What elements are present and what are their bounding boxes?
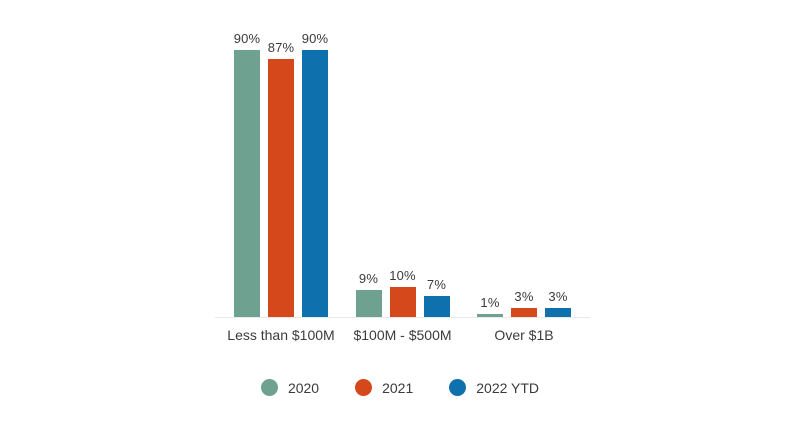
value-label: 10% — [389, 268, 416, 283]
legend-swatch-icon — [449, 379, 467, 396]
legend: 2020 2021 2022 YTD — [0, 379, 800, 396]
legend-item-2021: 2021 — [355, 379, 413, 396]
legend-label: 2021 — [382, 379, 414, 396]
value-label: 9% — [358, 271, 379, 286]
value-label: 3% — [548, 289, 568, 304]
value-label: 87% — [267, 40, 295, 55]
bar-group-$100m---$500m: 9% 10% 7% $100M - $500M — [353, 30, 451, 343]
bar-2021: 87% — [268, 40, 294, 317]
legend-item-2020: 2020 — [260, 379, 320, 396]
bar-2022-ytd: 3% — [545, 289, 571, 317]
legend-label: 2022 YTD — [476, 379, 540, 396]
legend-item-2022-ytd: 2022 YTD — [449, 379, 539, 396]
legend-swatch-icon — [355, 379, 373, 396]
bar-2021: 10% — [389, 268, 416, 317]
bar-group-less-than-$100m: 90% 87% 90% Less than $100M — [227, 30, 334, 343]
bar-group-over-$1b: 1% 3% 3% Over $1B — [477, 30, 571, 343]
value-label: 1% — [480, 295, 500, 310]
legend-label: 2020 — [287, 379, 320, 396]
value-label: 90% — [301, 31, 329, 46]
bar-2020: 1% — [477, 295, 503, 317]
category-label: $100M - $500M — [353, 327, 452, 343]
bar-groups: 90% 87% 90% Less than $100M 9% 10% 7% $100M - $… — [215, 30, 590, 343]
category-label: Over $1B — [494, 327, 554, 343]
value-label: 7% — [426, 277, 447, 292]
bar-2021: 3% — [511, 289, 537, 317]
bar-2020: 9% — [355, 271, 382, 317]
plot-area: 90% 87% 90% Less than $100M 9% 10% 7% $100M - $… — [215, 30, 590, 343]
bar-2022-ytd: 90% — [302, 31, 328, 317]
legend-swatch-icon — [260, 379, 278, 396]
bar-2020: 90% — [234, 31, 260, 317]
value-label: 3% — [514, 289, 534, 304]
category-label: Less than $100M — [227, 327, 335, 343]
bar-2022-ytd: 7% — [423, 277, 450, 317]
value-label: 90% — [233, 31, 261, 46]
